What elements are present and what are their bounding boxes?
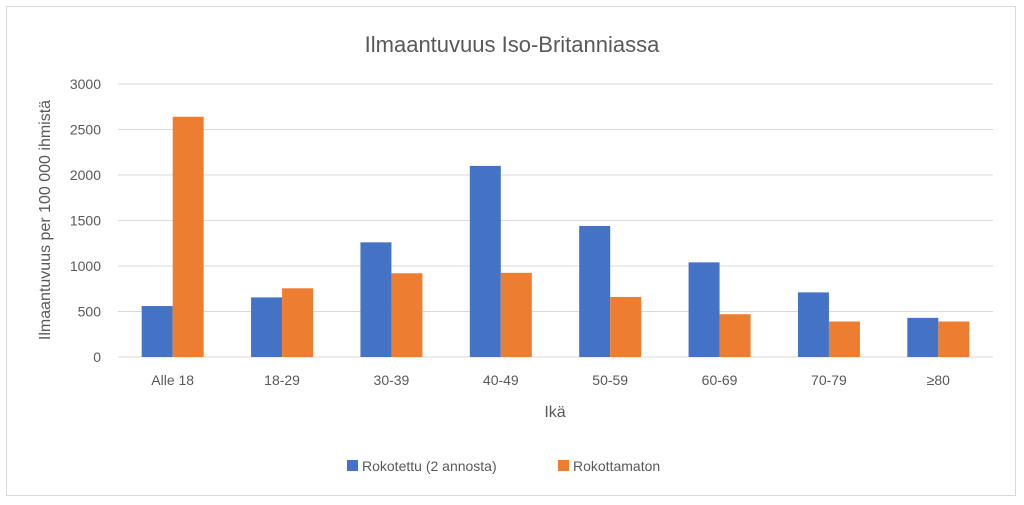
y-tick-label: 1000: [70, 258, 101, 274]
bar-unvaccinated: [500, 272, 532, 357]
bar-vaccinated: [688, 262, 720, 357]
bar-vaccinated: [141, 306, 173, 357]
y-tick-label: 0: [93, 349, 101, 365]
bar-unvaccinated: [610, 296, 642, 357]
gridlines: [118, 83, 993, 358]
legend-swatch: [558, 460, 569, 471]
bars: [141, 116, 970, 357]
legend: Rokotettu (2 annosta) Rokottamaton: [347, 458, 660, 474]
bar-unvaccinated: [938, 321, 970, 357]
x-tick-label: 60-69: [702, 372, 738, 388]
y-tick-label: 1500: [70, 213, 101, 229]
x-axis-ticks: Alle 18 18-29 30-39 40-49 50-59 60-69 70-79 ≥80: [151, 372, 950, 388]
x-tick-label: 70-79: [811, 372, 847, 388]
bar-unvaccinated: [391, 273, 423, 357]
x-tick-label: 50-59: [592, 372, 628, 388]
x-axis-label: Ikä: [544, 404, 565, 421]
bar-vaccinated: [469, 165, 501, 357]
x-tick-label: 18-29: [264, 372, 300, 388]
bar-unvaccinated: [282, 288, 314, 357]
bar-vaccinated: [251, 297, 283, 357]
bar-vaccinated: [797, 292, 829, 357]
legend-label: Rokottamaton: [573, 458, 660, 474]
legend-label: Rokotettu (2 annosta): [362, 458, 497, 474]
x-tick-label: ≥80: [927, 372, 950, 388]
bar-unvaccinated: [172, 116, 204, 357]
chart-frame: [6, 6, 1016, 496]
y-tick-label: 500: [78, 304, 102, 320]
y-tick-label: 2500: [70, 122, 101, 138]
y-axis-label: Ilmaantuvuus per 100 000 ihmistä: [37, 100, 54, 340]
x-tick-label: Alle 18: [151, 372, 194, 388]
chart-title: Ilmaantuvuus Iso-Britanniassa: [365, 32, 660, 57]
x-tick-label: 40-49: [483, 372, 519, 388]
bar-unvaccinated: [719, 314, 751, 357]
bar-vaccinated: [579, 225, 611, 357]
y-axis-ticks: 0 500 1000 1500 2000 2500 3000: [70, 76, 101, 365]
bar-vaccinated: [907, 317, 939, 357]
bar-vaccinated: [360, 242, 392, 357]
y-tick-label: 2000: [70, 167, 101, 183]
x-tick-label: 30-39: [374, 372, 410, 388]
bar-unvaccinated: [828, 321, 860, 357]
legend-swatch: [347, 460, 358, 471]
y-tick-label: 3000: [70, 76, 101, 92]
